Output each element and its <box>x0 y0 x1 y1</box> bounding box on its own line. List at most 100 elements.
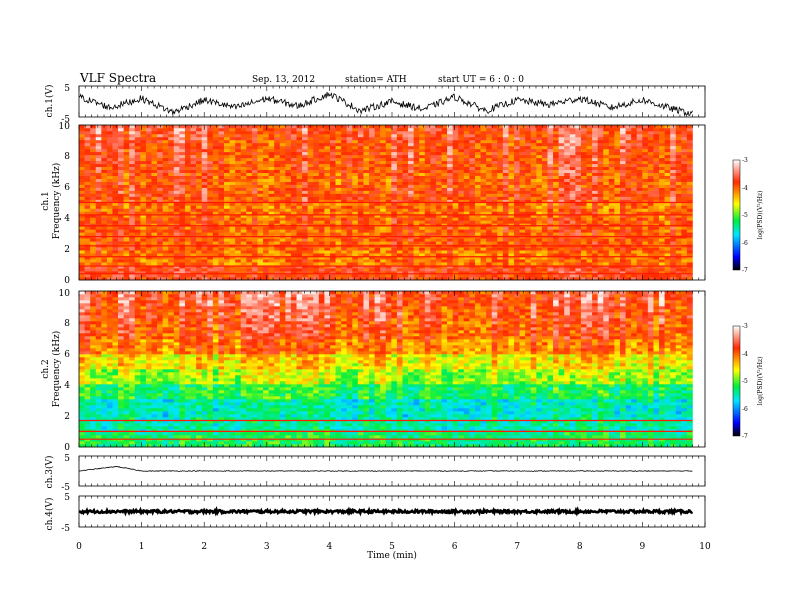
spectrogram-cell <box>424 163 431 168</box>
spectrogram-cell <box>525 148 532 153</box>
spectrogram-cell <box>491 217 498 221</box>
spectrogram-cell <box>586 238 593 242</box>
spectrogram-cell <box>625 154 632 159</box>
spectrogram-cell <box>240 274 247 278</box>
spectrogram-cell <box>318 163 325 168</box>
spectrogram-cell <box>196 196 202 200</box>
spectrogram-cell <box>603 217 610 221</box>
spectrogram-cell <box>497 274 504 278</box>
spectrogram-cell <box>580 241 587 245</box>
spectrogram-cell <box>263 220 269 224</box>
spectrogram-cell <box>385 226 392 230</box>
spectrogram-cell <box>597 208 604 212</box>
spectrogram-cell <box>246 256 253 260</box>
spectrogram-cell <box>547 253 554 257</box>
spectrogram-cell <box>106 196 113 200</box>
spectrogram-cell <box>536 181 543 185</box>
spectrogram-cell <box>112 208 119 212</box>
spectrogram-cell <box>274 277 281 281</box>
spectrogram-cell <box>335 199 342 203</box>
spectrogram-cell <box>564 232 571 236</box>
spectrogram-cell <box>391 190 398 194</box>
spectrogram-cell <box>101 145 108 150</box>
spectrogram-cell <box>101 148 108 153</box>
spectrogram-cell <box>196 250 202 254</box>
spectrogram-cell <box>106 259 113 263</box>
spectrogram-cell <box>424 247 431 251</box>
spectrogram-cell <box>235 274 242 278</box>
spectrogram-cell <box>659 145 665 150</box>
spectrogram-cell <box>491 160 498 165</box>
spectrogram-cell <box>569 259 576 263</box>
spectrogram-cell <box>647 199 654 203</box>
spectrogram-cell <box>519 265 526 269</box>
spectrogram-cell <box>302 238 308 242</box>
spectrogram-cell <box>369 259 375 263</box>
spectrogram-cell <box>391 154 398 159</box>
spectrogram-cell <box>580 247 587 251</box>
spectrogram-cell <box>514 202 520 206</box>
spectrogram-cell <box>419 274 426 278</box>
spectrogram-cell <box>118 199 124 203</box>
spectrogram-cell <box>447 193 453 197</box>
spectrogram-cell <box>218 208 225 212</box>
spectrogram-cell <box>290 220 297 224</box>
spectrogram-cell <box>686 160 693 165</box>
spectrogram-cell <box>519 211 526 215</box>
spectrogram-cell <box>95 217 102 221</box>
spectrogram-cell <box>608 169 615 173</box>
spectrogram-cell <box>101 172 108 176</box>
spectrogram-cell <box>106 220 113 224</box>
spectrogram-cell <box>190 256 197 260</box>
spectrogram-cell <box>441 271 448 275</box>
spectrogram-cell <box>218 196 225 200</box>
spectrogram-cell <box>519 241 526 245</box>
spectrogram-cell <box>157 271 163 275</box>
spectrogram-cell <box>408 175 414 179</box>
spectrogram-cell <box>424 271 431 275</box>
spectrogram-cell <box>118 193 124 197</box>
spectrogram-cell <box>95 178 102 182</box>
spectrogram-cell <box>419 238 426 242</box>
spectrogram-cell <box>369 268 375 272</box>
spectrogram-cell <box>207 214 214 218</box>
spectrogram-cell <box>263 268 269 272</box>
spectrogram-cell <box>564 238 571 242</box>
spectrogram-cell <box>184 229 191 233</box>
spectrogram-cell <box>541 175 548 179</box>
spectrogram-cell <box>90 211 97 215</box>
spectrogram-cell <box>564 268 571 272</box>
spectrogram-cell <box>547 262 554 266</box>
spectrogram-cell <box>514 208 520 212</box>
spectrogram-cell <box>631 169 638 173</box>
spectrogram-cell <box>290 241 297 245</box>
spectrogram-cell <box>430 166 437 171</box>
spectrogram-cell <box>625 163 632 168</box>
spectrogram-cell <box>619 265 626 269</box>
spectrogram-cell <box>675 265 682 269</box>
spectrogram-cell <box>614 220 621 224</box>
spectrogram-cell <box>240 211 247 215</box>
spectrogram-cell <box>547 265 554 269</box>
spectrogram-cell <box>664 196 671 200</box>
spectrogram-cell <box>235 259 242 263</box>
spectrogram-cell <box>218 202 225 206</box>
spectrogram-cell <box>380 238 387 242</box>
spectrogram-cell <box>212 232 219 236</box>
spectrogram-cell <box>569 199 576 203</box>
spectrogram-cell <box>90 166 97 171</box>
spectrogram-cell <box>497 148 504 153</box>
spectrogram-cell <box>369 226 375 230</box>
spectrogram-cell <box>653 202 660 206</box>
spectrogram-cell <box>307 190 314 194</box>
spectrogram-cell <box>391 172 398 176</box>
spectrogram-cell <box>396 253 403 257</box>
spectrogram-cell <box>251 193 258 197</box>
spectrogram-cell <box>151 238 158 242</box>
spectrogram-cell <box>257 157 264 162</box>
spectrogram-cell <box>553 145 559 150</box>
spectrogram-cell <box>95 238 102 242</box>
spectrogram-cell <box>341 202 347 206</box>
spectrogram-cell <box>79 205 85 209</box>
spectrogram-cell <box>90 232 97 236</box>
